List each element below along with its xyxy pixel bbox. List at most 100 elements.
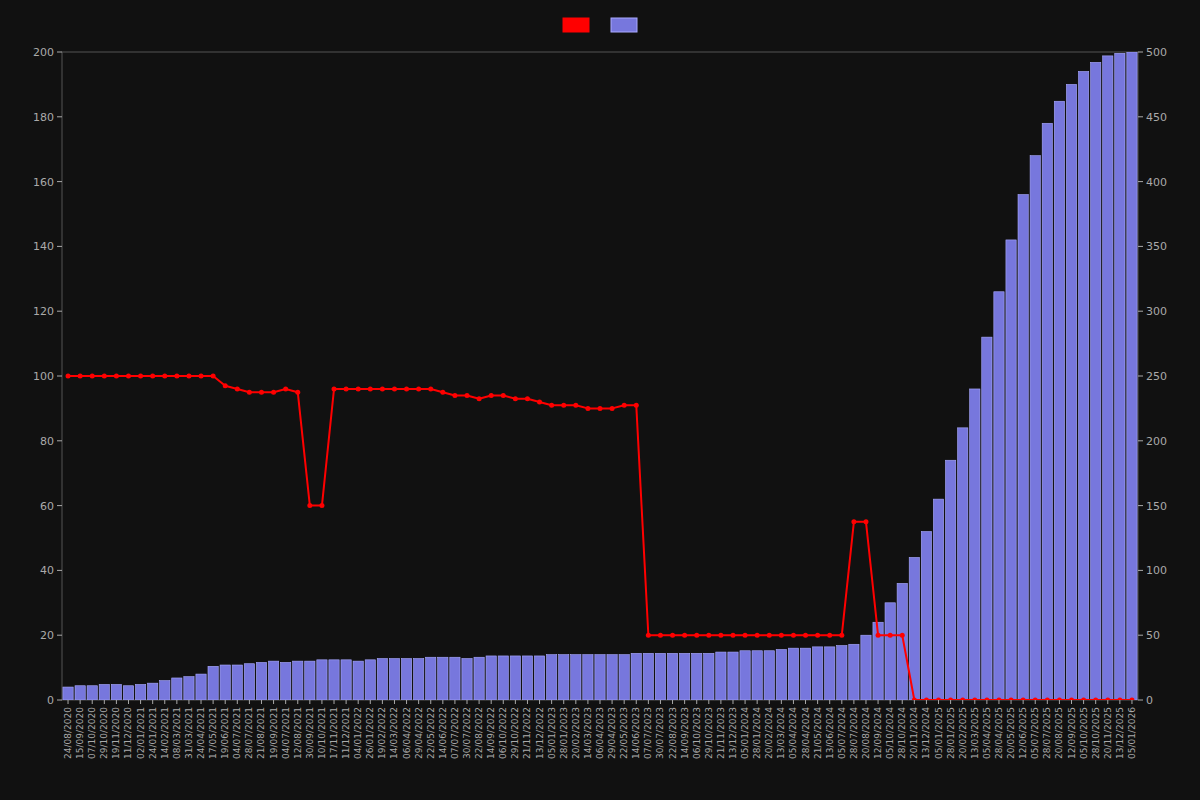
x-tick	[503, 700, 504, 704]
background	[0, 0, 1200, 800]
x-tick	[406, 700, 407, 704]
bar	[873, 622, 883, 700]
line-marker	[186, 374, 191, 379]
line-marker	[658, 633, 663, 638]
bar	[667, 653, 677, 700]
x-tick-label: 15/09/2020	[75, 707, 85, 759]
bar	[921, 532, 931, 700]
bar	[220, 665, 230, 700]
line-marker	[344, 386, 349, 391]
x-tick-label: 04/07/2021	[281, 707, 291, 759]
x-tick-label: 12/09/2025	[1067, 707, 1077, 759]
plot-frame	[62, 52, 1138, 700]
line-marker	[924, 698, 929, 701]
line-marker	[851, 519, 856, 524]
y-tick-label: 140	[33, 240, 54, 253]
line-marker	[319, 503, 324, 508]
x-tick-label: 22/05/2023	[619, 707, 629, 759]
x-tick	[1107, 700, 1108, 704]
line-marker	[174, 374, 179, 379]
legend	[563, 18, 637, 32]
x-tick-label: 28/10/2025	[1091, 707, 1101, 759]
line-marker	[332, 386, 337, 391]
bar	[631, 653, 641, 700]
bar	[788, 648, 798, 700]
x-tick	[539, 700, 540, 704]
x-tick-label: 20/11/2024	[909, 707, 919, 759]
x-tick	[720, 700, 721, 704]
line-marker	[706, 633, 711, 638]
bar	[1127, 52, 1137, 700]
x-tick-label: 28/07/2025	[1042, 707, 1052, 759]
legend-swatch	[611, 18, 637, 32]
y-tick-label: 180	[33, 111, 54, 124]
x-tick	[261, 700, 262, 704]
x-tick-label: 14/03/2023	[583, 707, 593, 759]
bar	[111, 684, 121, 700]
line-marker	[380, 386, 385, 391]
x-tick	[769, 700, 770, 704]
x-tick-label: 07/07/2022	[450, 707, 460, 759]
bar	[559, 655, 569, 700]
bar	[1006, 240, 1016, 700]
bar	[293, 661, 303, 700]
x-tick-label: 05/01/2024	[740, 707, 750, 759]
bar	[1030, 156, 1040, 700]
x-tick	[926, 700, 927, 704]
line-marker	[440, 390, 445, 395]
line-marker	[779, 633, 784, 638]
y2-tick-label: 150	[1146, 500, 1167, 513]
bar	[728, 652, 738, 700]
line-marker	[912, 698, 917, 701]
x-tick	[612, 700, 613, 704]
bar	[1115, 53, 1125, 700]
x-tick-label: 24/01/2021	[148, 707, 158, 759]
line-marker	[1069, 698, 1074, 701]
x-tick-label: 13/06/2024	[825, 707, 835, 759]
x-tick-label: 22/08/2023	[668, 707, 678, 759]
y-tick-label: 100	[33, 370, 54, 383]
y2-tick-label: 0	[1146, 694, 1153, 707]
line-marker	[791, 633, 796, 638]
x-tick	[938, 700, 939, 704]
y2-tick-label: 250	[1146, 370, 1167, 383]
x-tick	[962, 700, 963, 704]
x-tick-label: 11/12/2021	[341, 707, 351, 759]
bar	[184, 677, 194, 700]
x-tick	[1035, 700, 1036, 704]
x-tick	[841, 700, 842, 704]
x-tick-label: 13/12/2024	[921, 707, 931, 759]
bar	[281, 662, 291, 700]
bar	[692, 653, 702, 700]
x-tick	[636, 700, 637, 704]
line-marker	[876, 633, 881, 638]
x-tick-label: 05/01/2023	[547, 707, 557, 759]
x-tick	[321, 700, 322, 704]
line-marker	[78, 374, 83, 379]
x-tick	[793, 700, 794, 704]
bar	[994, 292, 1004, 700]
x-tick-label: 17/05/2021	[208, 707, 218, 759]
line-marker	[948, 698, 953, 701]
y-tick	[57, 52, 62, 53]
line-marker	[827, 633, 832, 638]
bar	[208, 666, 218, 700]
y2-tick	[1138, 52, 1143, 53]
x-tick	[914, 700, 915, 704]
bar	[426, 657, 436, 700]
line-marker	[730, 633, 735, 638]
y2-tick	[1138, 376, 1143, 377]
bar	[595, 655, 605, 700]
x-tick-label: 20/05/2025	[1006, 707, 1016, 759]
x-tick	[1047, 700, 1048, 704]
bar	[885, 603, 895, 700]
line-marker	[610, 406, 615, 411]
bar	[534, 656, 544, 700]
x-tick	[358, 700, 359, 704]
x-tick	[273, 700, 274, 704]
x-tick-label: 30/07/2022	[462, 707, 472, 759]
y2-tick	[1138, 181, 1143, 182]
x-tick-label: 05/04/2025	[982, 707, 992, 759]
x-tick	[92, 700, 93, 704]
bar	[704, 653, 714, 700]
